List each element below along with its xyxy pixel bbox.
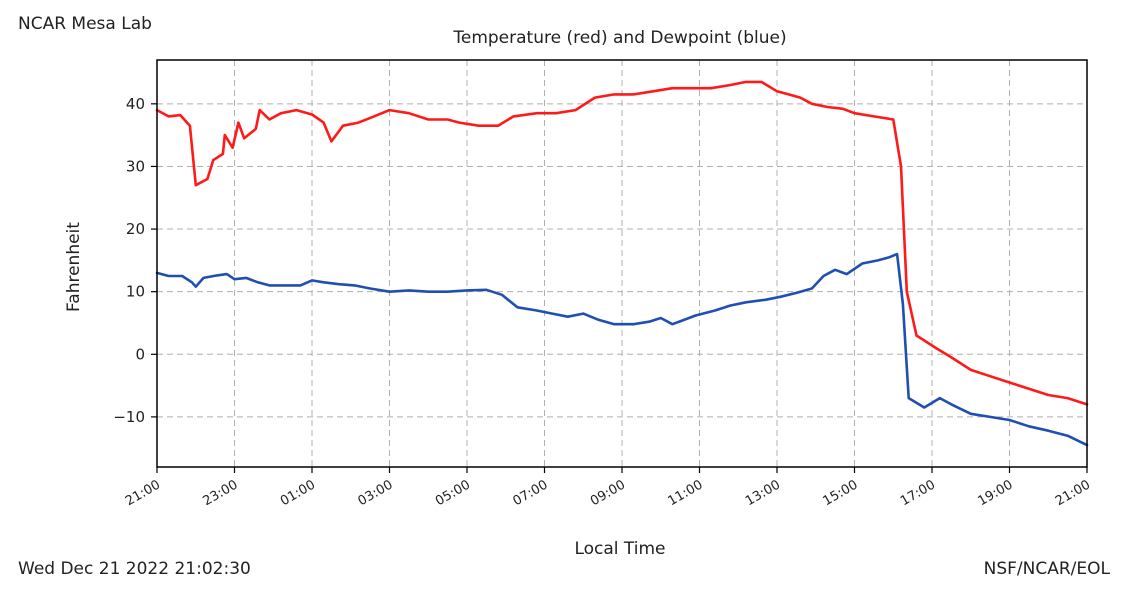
x-tick-label: 19:00 xyxy=(976,477,1016,509)
x-tick-label: 13:00 xyxy=(743,477,783,509)
x-tick-label: 03:00 xyxy=(356,477,396,509)
station-name: NCAR Mesa Lab xyxy=(18,14,152,34)
x-axis-label: Local Time xyxy=(574,539,665,559)
y-axis-label: Fahrenheit xyxy=(64,222,84,312)
x-axis-ticks: 21:00 23:00 01:00 03:00 05:00 07:00 09:00 11:00… xyxy=(123,467,1093,509)
timestamp: Wed Dec 21 2022 21:02:30 xyxy=(18,559,251,579)
y-axis-ticks: −10 0 10 20 30 40 xyxy=(113,95,157,426)
y-tick-label: 30 xyxy=(126,157,145,175)
grid xyxy=(156,60,1088,467)
x-tick-label: 21:00 xyxy=(123,477,163,509)
y-tick-label: 10 xyxy=(126,283,145,301)
x-tick-label: 23:00 xyxy=(201,477,241,509)
y-tick-label: −10 xyxy=(113,408,145,426)
y-tick-label: 0 xyxy=(135,345,145,363)
x-tick-label: 21:00 xyxy=(1053,477,1093,509)
x-tick-label: 17:00 xyxy=(898,477,938,509)
series-layer xyxy=(155,80,1089,447)
x-tick-label: 15:00 xyxy=(821,477,861,509)
x-tick-label: 11:00 xyxy=(666,477,706,509)
data-source: NSF/NCAR/EOL xyxy=(983,559,1110,579)
x-tick-label: 01:00 xyxy=(278,477,318,509)
y-tick-label: 40 xyxy=(126,95,145,113)
temperature-line xyxy=(155,80,1089,406)
x-tick-label: 05:00 xyxy=(433,477,473,509)
chart-title: Temperature (red) and Dewpoint (blue) xyxy=(452,28,786,48)
x-tick-label: 07:00 xyxy=(511,477,551,509)
x-tick-label: 09:00 xyxy=(588,477,628,509)
y-tick-label: 20 xyxy=(126,220,145,238)
dewpoint-line xyxy=(155,252,1089,447)
